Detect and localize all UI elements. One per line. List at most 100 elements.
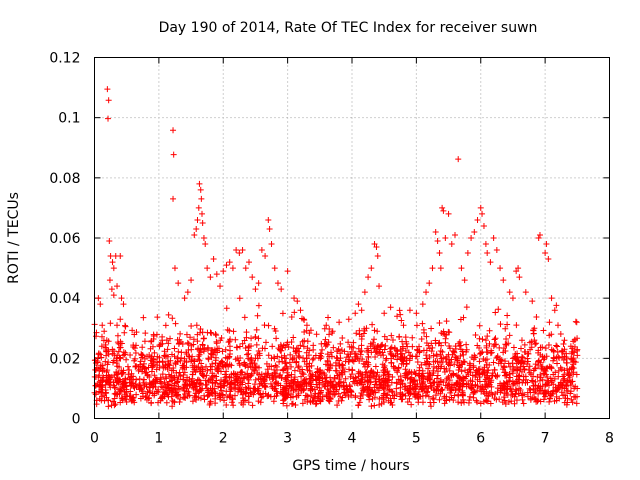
data-point <box>293 386 300 393</box>
data-point <box>353 353 360 360</box>
data-point <box>175 280 182 287</box>
data-point <box>141 355 148 362</box>
data-point <box>243 329 250 336</box>
data-point <box>482 241 489 248</box>
data-point <box>463 341 470 348</box>
data-point <box>234 344 241 351</box>
data-point <box>197 395 204 402</box>
data-point <box>381 310 388 317</box>
data-point <box>171 375 178 382</box>
data-point <box>124 363 131 370</box>
data-point <box>254 387 261 394</box>
data-point <box>207 274 214 281</box>
data-point <box>558 389 565 396</box>
data-point <box>284 268 291 275</box>
data-point <box>338 369 345 376</box>
y-tick-label: 0 <box>72 412 81 428</box>
data-point <box>443 353 450 360</box>
data-point <box>388 332 395 339</box>
data-point <box>451 361 458 368</box>
data-point <box>469 378 476 385</box>
data-point <box>156 354 163 361</box>
data-point <box>242 384 249 391</box>
data-point <box>192 390 199 397</box>
data-point <box>210 256 217 263</box>
data-point <box>569 399 576 406</box>
data-point <box>317 389 324 396</box>
data-point <box>255 364 262 371</box>
data-point <box>358 342 365 349</box>
data-point <box>164 364 171 371</box>
data-point <box>169 403 176 410</box>
data-point <box>458 265 465 272</box>
data-point <box>337 355 344 362</box>
data-point <box>503 390 510 397</box>
data-point <box>347 387 354 394</box>
data-point <box>248 335 255 342</box>
data-point <box>367 343 374 350</box>
data-point <box>554 360 561 367</box>
data-point <box>573 371 580 378</box>
data-point <box>265 391 272 398</box>
data-point <box>278 286 285 293</box>
data-point <box>165 340 172 347</box>
data-point <box>337 340 344 347</box>
data-point <box>573 400 580 407</box>
data-point <box>442 335 449 342</box>
data-point <box>181 295 188 302</box>
data-point <box>374 328 381 335</box>
data-point <box>118 371 125 378</box>
data-point <box>208 347 215 354</box>
data-point <box>486 327 493 334</box>
data-point <box>473 371 480 378</box>
data-point <box>401 383 408 390</box>
data-point <box>105 97 112 104</box>
data-point <box>408 401 415 408</box>
data-point <box>412 371 419 378</box>
data-point <box>394 348 401 355</box>
data-point <box>289 400 296 407</box>
data-point <box>394 313 401 320</box>
data-point <box>156 378 163 385</box>
data-point <box>459 361 466 368</box>
data-point <box>201 396 208 403</box>
data-point <box>402 392 409 399</box>
data-point <box>230 328 237 335</box>
data-point <box>287 351 294 358</box>
data-point <box>123 398 130 405</box>
data-point <box>419 301 426 308</box>
data-point <box>543 241 550 248</box>
data-point <box>459 396 466 403</box>
data-point <box>118 295 125 302</box>
data-point <box>171 265 178 272</box>
data-point <box>324 386 331 393</box>
data-point <box>232 336 239 343</box>
data-point <box>530 367 537 374</box>
data-point <box>468 235 475 241</box>
data-point <box>511 393 518 400</box>
data-point <box>223 262 230 269</box>
data-point <box>339 334 346 341</box>
data-point <box>227 386 234 393</box>
data-point <box>320 381 327 388</box>
data-point <box>403 340 410 347</box>
data-point <box>116 364 123 371</box>
data-point <box>384 377 391 384</box>
data-point <box>518 368 525 375</box>
data-point <box>168 382 175 389</box>
data-point <box>380 383 387 390</box>
data-point <box>558 366 565 373</box>
data-point <box>502 372 509 379</box>
data-point <box>120 349 127 356</box>
data-point <box>519 360 526 367</box>
data-point <box>387 304 394 311</box>
data-point <box>527 346 534 353</box>
data-point <box>403 361 410 368</box>
data-point <box>366 396 373 403</box>
data-point <box>212 390 219 397</box>
data-point <box>445 373 452 380</box>
data-point <box>432 340 439 347</box>
data-point <box>476 371 483 378</box>
data-point <box>395 364 402 371</box>
data-point <box>172 392 179 399</box>
